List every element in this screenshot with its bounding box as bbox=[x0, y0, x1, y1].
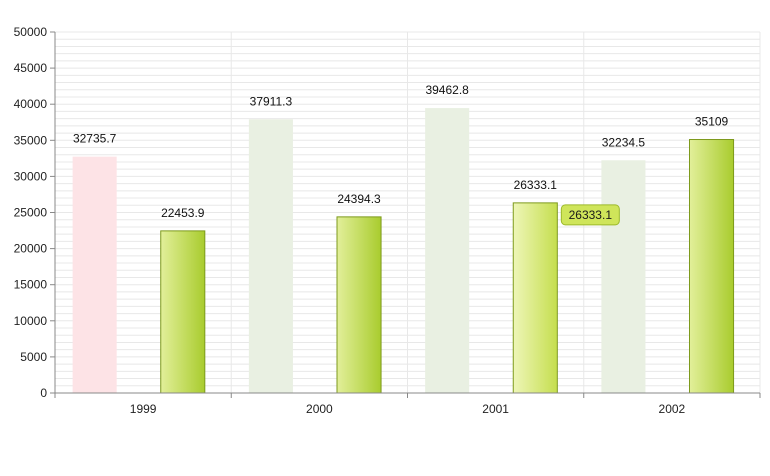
data-label: 22453.9 bbox=[161, 206, 205, 220]
x-tick-label: 2000 bbox=[306, 402, 333, 416]
y-tick-label: 30000 bbox=[14, 169, 48, 183]
y-tick-label: 35000 bbox=[14, 133, 48, 147]
x-tick-label: 1999 bbox=[130, 402, 157, 416]
bar bbox=[160, 230, 206, 394]
y-tick-label: 20000 bbox=[14, 242, 48, 256]
y-tick-label: 40000 bbox=[14, 97, 48, 111]
bar bbox=[248, 119, 293, 394]
y-tick-label: 15000 bbox=[14, 278, 48, 292]
tooltip: 26333.1 bbox=[560, 204, 620, 226]
axes: 0 5000 10000 15000 20000 25000 30000 35000 40000… bbox=[14, 25, 761, 416]
y-tick-label: 50000 bbox=[14, 25, 48, 39]
data-label: 24394.3 bbox=[337, 192, 381, 206]
data-label: 37911.3 bbox=[250, 94, 293, 108]
data-labels: 32735.7 37911.3 39462.8 32234.5 22453.9 24394… bbox=[73, 83, 729, 220]
x-tick-label: 2001 bbox=[482, 402, 509, 416]
data-label: 39462.8 bbox=[425, 83, 469, 97]
data-label: 26333.1 bbox=[514, 178, 558, 192]
y-tick-label: 10000 bbox=[14, 314, 48, 328]
y-tick-label: 45000 bbox=[14, 61, 48, 75]
bar bbox=[689, 139, 735, 394]
bar bbox=[425, 108, 470, 393]
tooltip-label: 26333.1 bbox=[569, 208, 613, 222]
bars bbox=[72, 108, 735, 394]
bar bbox=[512, 202, 558, 394]
tooltip-box bbox=[560, 204, 620, 226]
bar bbox=[336, 216, 382, 394]
y-tick-label: 25000 bbox=[14, 206, 48, 220]
data-label: 32735.7 bbox=[73, 132, 117, 146]
bar bbox=[72, 156, 117, 393]
bar bbox=[601, 160, 646, 393]
data-label: 32234.5 bbox=[602, 135, 646, 149]
y-tick-label: 0 bbox=[40, 386, 47, 400]
data-label: 35109 bbox=[695, 115, 729, 129]
y-tick-label: 5000 bbox=[20, 350, 47, 364]
x-tick-label: 2002 bbox=[659, 402, 686, 416]
